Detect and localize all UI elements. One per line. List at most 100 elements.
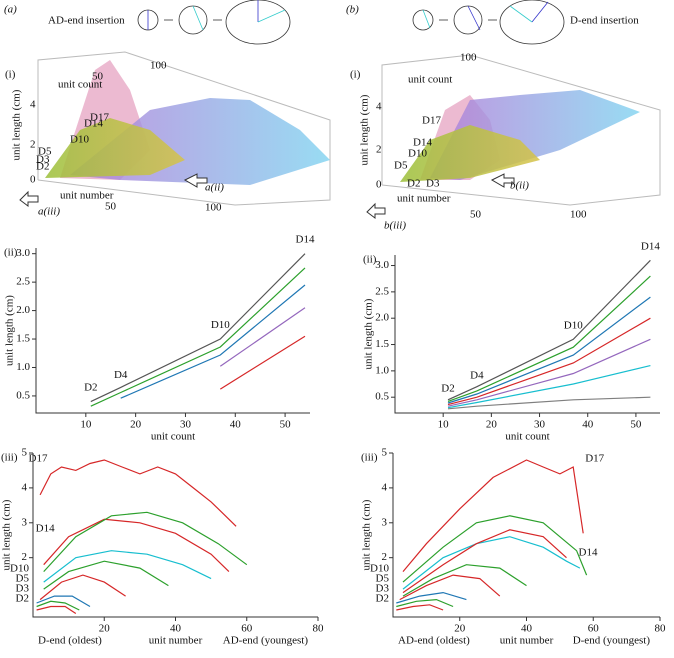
- curve-label: D10: [70, 134, 89, 146]
- tick-label: 50: [470, 209, 482, 221]
- x-axis-label: unit number: [149, 635, 203, 647]
- series-line: [402, 564, 527, 597]
- axis-label: unit number: [60, 190, 114, 202]
- x-tick-label: 20: [454, 623, 466, 635]
- series-name: D3: [376, 583, 390, 595]
- x-tick-label: 10: [80, 419, 92, 431]
- y-tick-label: 0.5: [16, 389, 30, 401]
- series-line: [43, 511, 248, 573]
- curve-label: D5: [38, 146, 52, 158]
- x-tick-label: 60: [241, 623, 253, 635]
- y-tick-label: 2.5: [375, 285, 389, 297]
- end-label: D-end (youngest): [573, 635, 651, 647]
- axes: [35, 248, 310, 414]
- y-tick-label: 1.5: [375, 338, 389, 350]
- axis-label: unit count: [408, 74, 452, 86]
- tick-label: 50: [105, 201, 117, 213]
- tick-label: 4: [30, 99, 36, 111]
- series-line: [120, 284, 306, 399]
- x-tick-label: 60: [588, 623, 600, 635]
- end-label: AD-end (youngest): [223, 635, 309, 647]
- series-line: [447, 275, 651, 402]
- y-tick-label: 1.0: [16, 361, 30, 373]
- view-label: (i): [5, 69, 16, 81]
- series-line: [43, 518, 230, 573]
- series-line: [36, 600, 80, 611]
- x-tick-label: 40: [521, 623, 533, 635]
- x-tick-label: 20: [99, 623, 111, 635]
- x-axis-label: unit count: [505, 431, 549, 443]
- axis-label: unit number: [397, 193, 451, 205]
- curve-label: D10: [408, 148, 427, 160]
- axes: [32, 453, 318, 618]
- series-line: [43, 550, 212, 583]
- x-tick-label: 30: [534, 419, 546, 431]
- y-tick-label: 5: [22, 447, 28, 459]
- annotation: D14: [296, 234, 315, 246]
- x-tick-label: 40: [230, 419, 242, 431]
- tick-label: 100: [570, 209, 587, 221]
- y-tick-label: 1.0: [375, 364, 389, 376]
- annotation: D10: [564, 320, 583, 332]
- panel-title: D-end insertion: [570, 15, 639, 27]
- y-tick-label: 2.0: [16, 304, 30, 316]
- series-line: [396, 604, 444, 611]
- x-tick-label: 30: [180, 419, 192, 431]
- curve-label: D2: [407, 178, 420, 190]
- series-line: [90, 267, 306, 407]
- surface-view-a: [19, 51, 331, 207]
- series-line: [447, 317, 651, 406]
- panel-label: (b): [346, 4, 359, 16]
- annotation: D2: [84, 381, 97, 393]
- series-name: D5: [16, 573, 30, 585]
- view-ref: b(iii): [384, 220, 406, 232]
- y-axis-label: unit length (cm): [1, 499, 13, 570]
- series-line: [399, 574, 501, 601]
- end-label: AD-end (oldest): [398, 635, 470, 647]
- x-tick-label: 80: [313, 623, 325, 635]
- y-tick-label: 3.0: [16, 247, 30, 259]
- tick-label: 100: [205, 202, 222, 214]
- series-line: [402, 536, 581, 590]
- series-line: [39, 459, 237, 527]
- y-tick-label: 3: [382, 516, 388, 528]
- annotation: D14: [641, 241, 660, 253]
- y-tick-label: 4: [382, 481, 388, 493]
- panel-title: AD-end insertion: [48, 15, 125, 27]
- axis-label: unit length (cm): [359, 94, 371, 165]
- series-line: [36, 605, 77, 615]
- series-line: [402, 529, 567, 594]
- series-line: [43, 560, 169, 590]
- tick-label: 2: [376, 144, 382, 156]
- series-line: [447, 259, 651, 401]
- x-tick-label: 50: [280, 419, 292, 431]
- y-tick-label: 3: [22, 516, 28, 528]
- tick-label: 50: [92, 71, 104, 83]
- y-axis-label: unit length (cm): [4, 295, 16, 366]
- series-line: [90, 253, 306, 403]
- series-line: [396, 598, 454, 608]
- tick-label: 100: [460, 52, 477, 64]
- view-ref: b(ii): [510, 180, 529, 192]
- y-tick-label: 2.5: [16, 276, 30, 288]
- x-tick-label: 20: [130, 419, 142, 431]
- series-line: [219, 335, 306, 390]
- axes: [394, 255, 660, 414]
- annotation: D4: [470, 370, 484, 382]
- series-line: [447, 338, 651, 407]
- x-axis-label: unit number: [500, 635, 554, 647]
- tick-label: 2: [30, 139, 36, 151]
- axis-label: unit length (cm): [11, 89, 23, 160]
- curve-label: D5: [394, 160, 408, 172]
- y-tick-label: 2.0: [375, 312, 389, 324]
- series-line: [402, 459, 584, 572]
- curve-label: D3: [426, 178, 440, 190]
- panel-label: (a): [4, 4, 17, 16]
- y-tick-label: 4: [22, 481, 28, 493]
- series-name: D10: [370, 563, 389, 575]
- curve-label: D3: [36, 154, 50, 166]
- end-label: D-end (oldest): [38, 635, 102, 647]
- x-tick-label: 40: [170, 623, 182, 635]
- annotation: D10: [211, 319, 230, 331]
- y-tick-label: 2: [382, 551, 388, 563]
